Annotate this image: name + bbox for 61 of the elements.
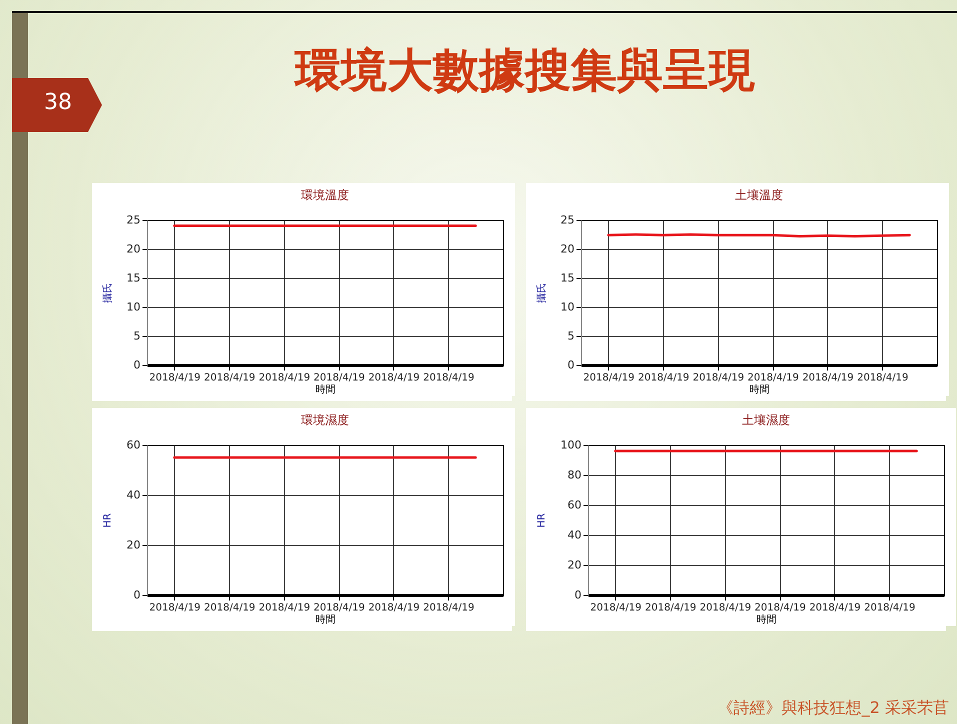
x-tick-label: 2018/4/19 — [748, 372, 799, 384]
chart-title: 環境濕度 — [301, 413, 349, 427]
y-tick-label: 10 — [126, 300, 140, 314]
y-tick-label: 10 — [560, 300, 574, 314]
x-tick-label: 2018/4/19 — [802, 372, 854, 384]
y-tick-label: 20 — [560, 242, 574, 256]
y-tick-label: 0 — [568, 358, 574, 372]
x-tick-label: 2018/4/19 — [258, 602, 310, 614]
x-tick-label: 2018/4/19 — [204, 372, 256, 384]
y-tick-label: 0 — [134, 588, 140, 602]
x-tick-label: 2018/4/19 — [314, 602, 365, 614]
y-tick-label: 5 — [134, 330, 140, 342]
y-axis-title: 攝氏 — [102, 283, 114, 303]
x-tick-label: 2018/4/19 — [368, 372, 420, 384]
x-tick-label: 2018/4/19 — [583, 372, 635, 384]
text: 環境大數據搜集與呈現 — [293, 42, 756, 99]
y-tick-label: 80 — [568, 468, 582, 482]
y-tick-label: 15 — [126, 272, 140, 284]
x-axis-title: 時間 — [316, 384, 336, 396]
x-tick-label: 2018/4/19 — [857, 372, 908, 384]
x-tick-label: 2018/4/19 — [258, 372, 310, 384]
x-tick-label: 2018/4/19 — [700, 602, 752, 614]
x-tick-label: 2018/4/19 — [754, 602, 806, 614]
y-tick-label: 20 — [126, 242, 140, 256]
x-axis-title: 時間 — [316, 614, 336, 626]
x-tick-label: 2018/4/19 — [423, 372, 474, 384]
y-axis-title: 攝氏 — [536, 283, 548, 303]
x-tick-label: 2018/4/19 — [692, 372, 744, 384]
y-tick-label: 40 — [568, 528, 582, 542]
x-tick-label: 2018/4/19 — [809, 602, 861, 614]
chart-title: 土壤溫度 — [735, 188, 783, 202]
y-tick-label: 25 — [126, 214, 140, 226]
text: 38 — [43, 90, 73, 115]
x-tick-label: 2018/4/19 — [368, 602, 420, 614]
y-tick-label: 20 — [126, 538, 140, 552]
y-axis-title: HR — [102, 513, 114, 528]
chart-title: 土壤濕度 — [742, 413, 790, 427]
x-tick-label: 2018/4/19 — [204, 602, 256, 614]
chart-title: 環境溫度 — [301, 188, 349, 202]
x-tick-label: 2018/4/19 — [423, 602, 474, 614]
x-tick-label: 2018/4/19 — [638, 372, 690, 384]
y-tick-label: 20 — [568, 558, 582, 572]
x-axis-title: 時間 — [756, 614, 776, 626]
y-tick-label: 15 — [560, 272, 574, 284]
y-tick-label: 5 — [568, 330, 574, 342]
x-tick-label: 2018/4/19 — [314, 372, 365, 384]
y-tick-label: 40 — [126, 488, 140, 502]
y-tick-label: 60 — [568, 498, 582, 512]
x-tick-label: 2018/4/19 — [590, 602, 642, 614]
y-tick-label: 100 — [560, 438, 582, 452]
x-tick-label: 2018/4/19 — [645, 602, 696, 614]
x-tick-label: 2018/4/19 — [149, 602, 201, 614]
x-axis-title: 時間 — [750, 384, 770, 396]
x-tick-label: 2018/4/19 — [864, 602, 916, 614]
y-tick-label: 0 — [574, 588, 582, 602]
y-axis-title: HR — [536, 513, 548, 528]
y-tick-label: 25 — [560, 214, 574, 226]
y-tick-label: 0 — [134, 358, 140, 372]
text: 《詩經》與科技狂想_2 采采芣苢 — [718, 698, 949, 719]
y-tick-label: 60 — [126, 438, 140, 452]
x-tick-label: 2018/4/19 — [149, 372, 201, 384]
